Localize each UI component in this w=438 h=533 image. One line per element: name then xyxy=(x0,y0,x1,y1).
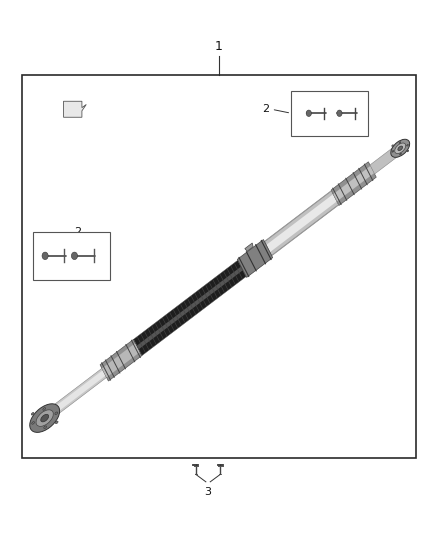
Ellipse shape xyxy=(31,413,34,415)
Bar xyxy=(22,75,416,458)
Ellipse shape xyxy=(30,404,60,432)
Polygon shape xyxy=(100,340,142,381)
Circle shape xyxy=(42,252,48,260)
Polygon shape xyxy=(102,343,140,377)
Text: 2: 2 xyxy=(74,227,81,237)
Ellipse shape xyxy=(392,145,393,147)
Ellipse shape xyxy=(407,150,409,152)
Polygon shape xyxy=(64,101,86,117)
Polygon shape xyxy=(137,266,243,349)
Circle shape xyxy=(71,252,78,260)
Ellipse shape xyxy=(41,414,49,422)
Ellipse shape xyxy=(392,150,394,152)
Polygon shape xyxy=(51,370,106,415)
Polygon shape xyxy=(134,260,246,356)
Ellipse shape xyxy=(44,426,46,429)
Ellipse shape xyxy=(407,144,408,146)
Text: 3: 3 xyxy=(205,487,212,497)
Ellipse shape xyxy=(391,139,410,157)
Ellipse shape xyxy=(55,421,58,424)
Ellipse shape xyxy=(398,146,403,150)
Circle shape xyxy=(306,110,311,116)
Ellipse shape xyxy=(36,410,53,426)
Polygon shape xyxy=(266,194,337,252)
Polygon shape xyxy=(265,190,339,256)
Ellipse shape xyxy=(32,422,35,424)
Circle shape xyxy=(337,110,342,116)
Ellipse shape xyxy=(43,408,46,410)
Ellipse shape xyxy=(399,154,401,155)
Ellipse shape xyxy=(395,143,406,154)
Text: 2: 2 xyxy=(262,104,269,114)
Bar xyxy=(33,232,110,280)
Bar xyxy=(291,91,368,136)
Ellipse shape xyxy=(55,412,58,415)
Polygon shape xyxy=(237,239,273,277)
Polygon shape xyxy=(370,148,397,174)
Polygon shape xyxy=(331,162,376,205)
Ellipse shape xyxy=(399,142,401,143)
Text: 1: 1 xyxy=(215,41,223,53)
Polygon shape xyxy=(333,166,374,201)
Polygon shape xyxy=(245,243,253,251)
Polygon shape xyxy=(50,368,106,417)
